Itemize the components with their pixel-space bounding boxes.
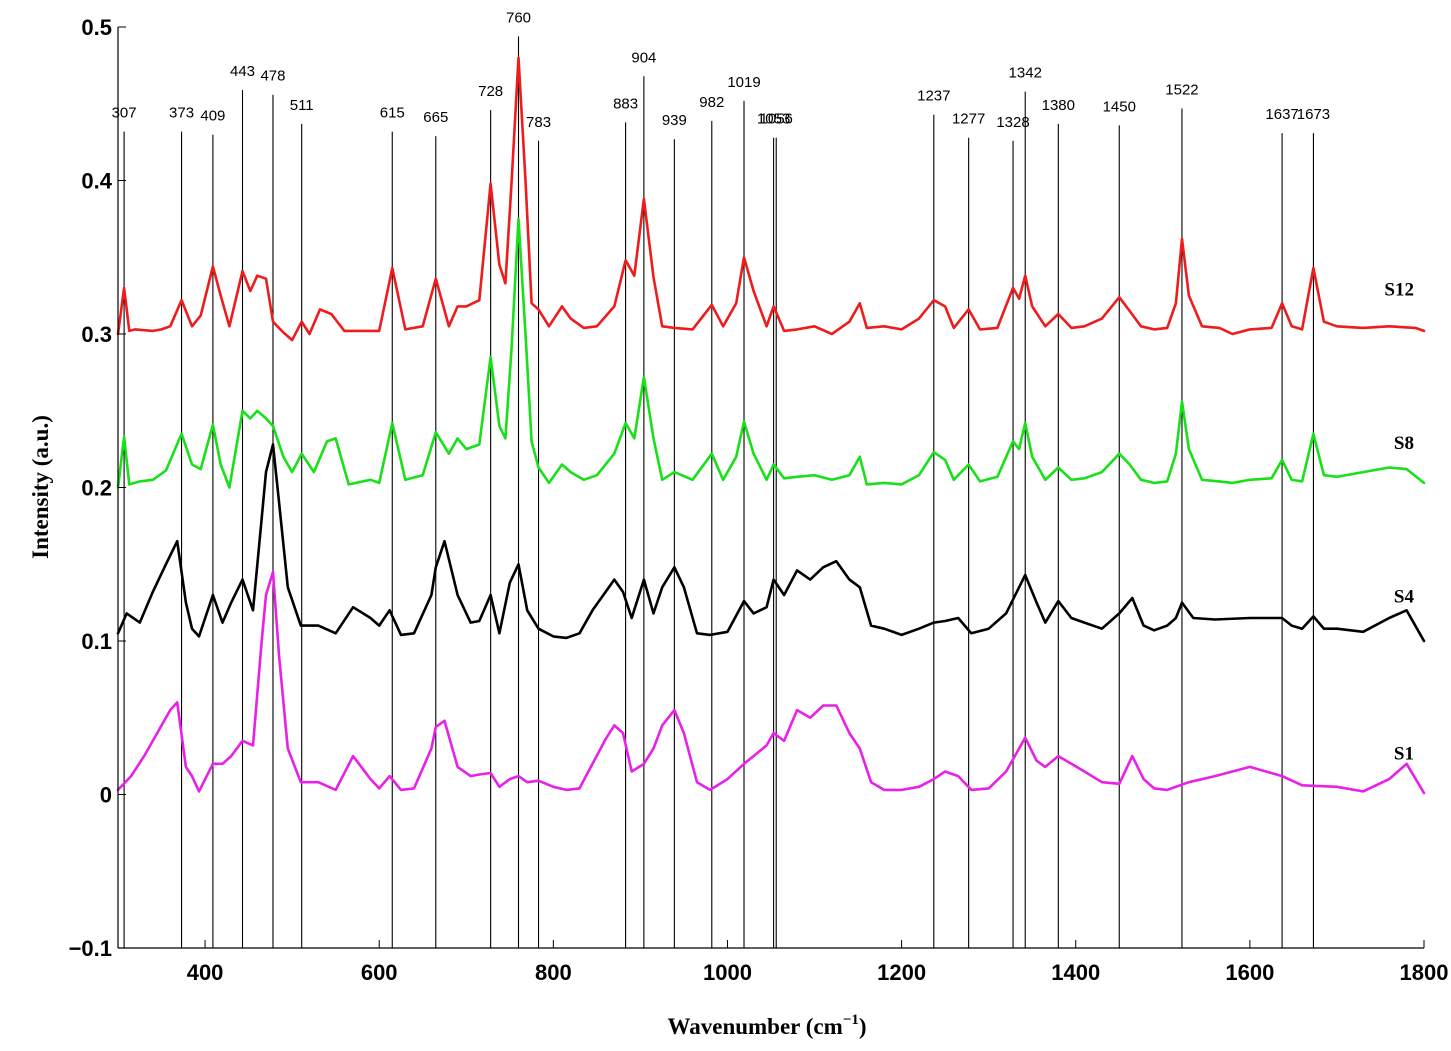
x-tick-label: 600 (361, 960, 398, 985)
peak-label-1673: 1673 (1297, 106, 1330, 123)
series-line-s1 (116, 570, 1426, 795)
peak-label-1053: 1053 (757, 111, 790, 128)
series-line-s8 (116, 217, 1426, 489)
series-label-s8: S8 (1394, 433, 1414, 454)
peak-label-939: 939 (662, 112, 687, 129)
peak-label-760: 760 (506, 9, 531, 26)
axes (117, 27, 1424, 949)
peak-label-615: 615 (380, 105, 405, 122)
y-tick-label: −0.1 (69, 936, 112, 961)
series-labels: S12 S8 S4 S1 (1384, 280, 1414, 765)
y-tick-label: 0.2 (81, 476, 112, 501)
series-line-s12 (116, 56, 1426, 342)
peak-label-1342: 1342 (1009, 65, 1042, 82)
peak-label-1450: 1450 (1103, 98, 1136, 115)
peak-label-409: 409 (200, 108, 225, 125)
peak-label-373: 373 (169, 105, 194, 122)
series-label-s12: S12 (1384, 280, 1414, 301)
peak-label-904: 904 (631, 49, 656, 66)
x-tick-label: 1000 (703, 960, 752, 985)
peak-label-783: 783 (526, 114, 551, 131)
peak-label-1277: 1277 (952, 111, 985, 128)
series-label-s1: S1 (1394, 743, 1414, 764)
peak-markers: 307 373 409 443 478 511 615 665 728 760 783 883 904 9… (112, 9, 1330, 948)
x-tick-label: 1800 (1400, 960, 1449, 985)
x-tick-label: 400 (187, 960, 224, 985)
peak-label-1019: 1019 (727, 74, 760, 91)
peak-label-1056: 1056 (760, 111, 793, 128)
peak-label-665: 665 (423, 109, 448, 126)
series-line-s4 (116, 443, 1426, 643)
peak-label-1237: 1237 (917, 88, 950, 105)
series-label-s4: S4 (1394, 587, 1415, 608)
y-tick-label: 0.4 (81, 169, 112, 194)
y-axis-title: Intensity (a.u.) (28, 415, 53, 559)
peak-label-1328: 1328 (996, 114, 1029, 131)
peak-label-478: 478 (260, 68, 285, 85)
series-lines (116, 56, 1426, 795)
peak-label-883: 883 (613, 95, 638, 112)
y-tick-label: 0.3 (81, 322, 112, 347)
x-tick-label: 1600 (1225, 960, 1274, 985)
peak-label-982: 982 (699, 94, 724, 111)
ticks: 400 600 800 1000 1200 1400 1600 1800 −0.1 0 0.1 0.2… (69, 15, 1449, 985)
x-tick-label: 1200 (877, 960, 926, 985)
x-tick-label: 800 (535, 960, 572, 985)
peak-label-728: 728 (478, 83, 503, 100)
x-axis-title: Wavenumber (cm−1) (668, 1012, 867, 1039)
peak-label-511: 511 (290, 97, 314, 114)
peak-label-307: 307 (112, 105, 137, 122)
peak-label-1522: 1522 (1165, 82, 1198, 99)
peak-label-443: 443 (230, 63, 255, 80)
y-tick-label: 0 (100, 783, 112, 808)
y-tick-label: 0.1 (81, 629, 112, 654)
peak-label-1637: 1637 (1265, 106, 1298, 123)
x-tick-label: 1400 (1051, 960, 1100, 985)
peak-label-1380: 1380 (1042, 97, 1075, 114)
y-tick-label: 0.5 (81, 15, 112, 40)
